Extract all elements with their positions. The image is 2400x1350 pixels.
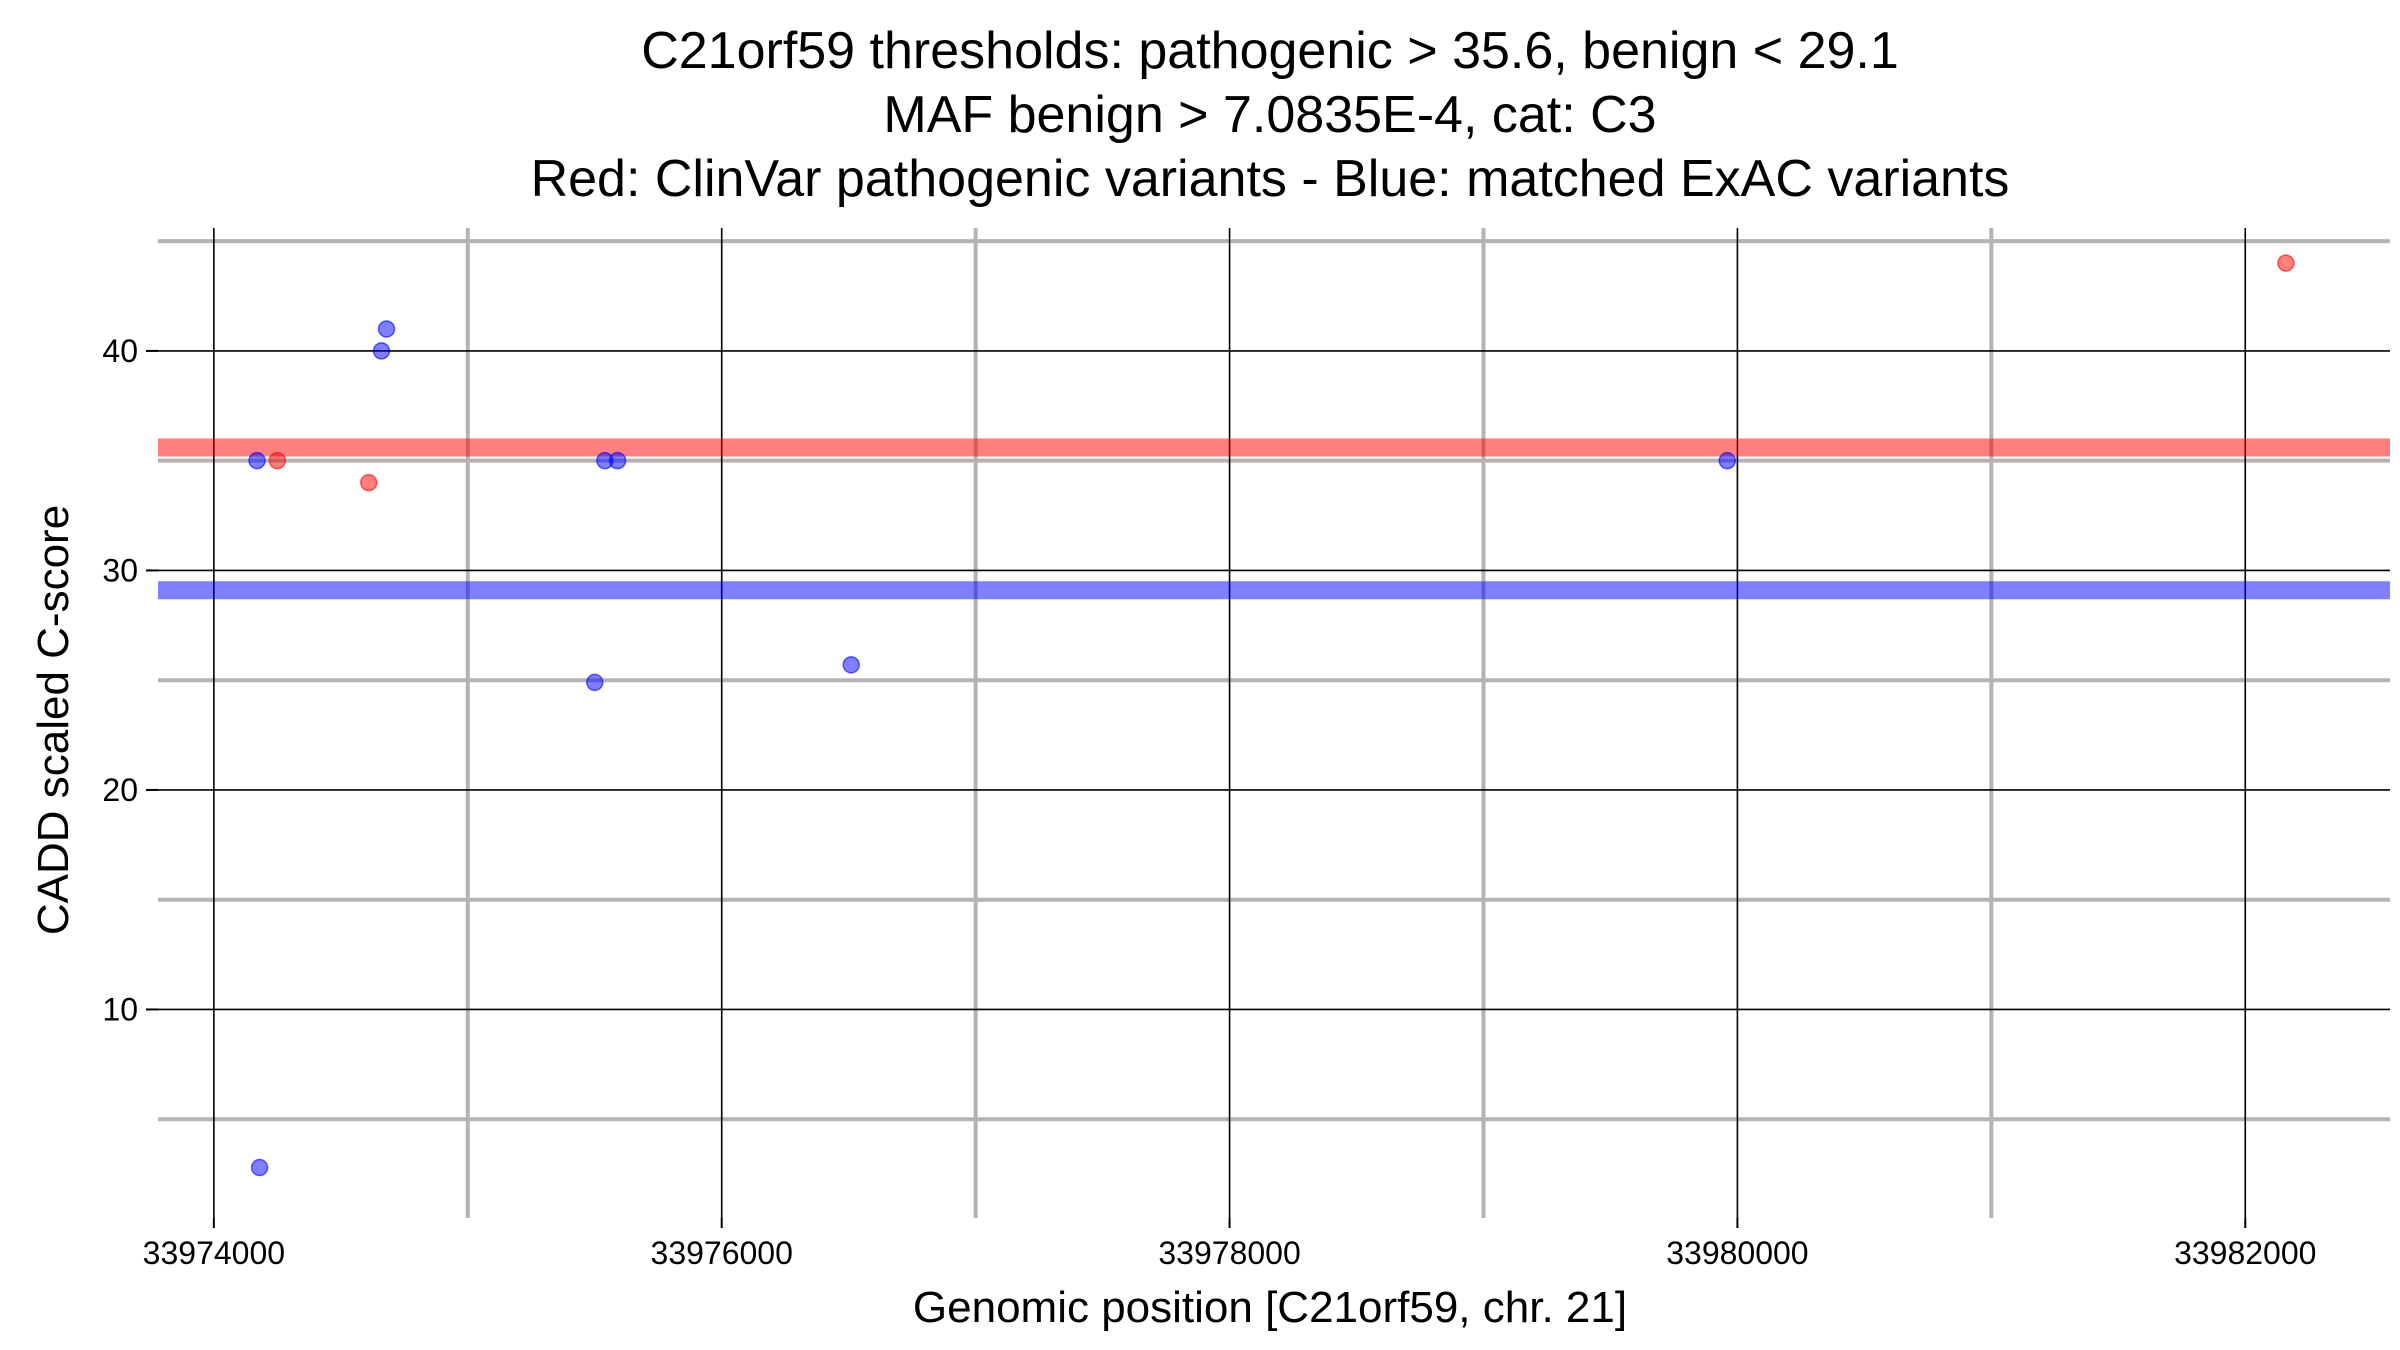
y-axis-label: CADD scaled C-score bbox=[29, 505, 78, 935]
clinvar-point bbox=[268, 451, 287, 470]
exac-point bbox=[842, 656, 860, 674]
axis-ticks: 33974000 33976000 33978000 33980000 33982000… bbox=[102, 333, 2316, 1271]
threshold-lines bbox=[158, 438, 2390, 600]
x-tick-label: 33976000 bbox=[651, 1235, 793, 1271]
grid bbox=[158, 228, 2390, 1218]
exac-point bbox=[377, 320, 396, 338]
chart-title-line-3: Red: ClinVar pathogenic variants - Blue:… bbox=[531, 150, 2010, 208]
data-points bbox=[248, 254, 2295, 1177]
exac-point bbox=[250, 1158, 269, 1177]
x-axis-label: Genomic position [C21orf59, chr. 21] bbox=[913, 1283, 1627, 1332]
x-tick-label: 33980000 bbox=[1666, 1235, 1808, 1271]
exac-point bbox=[1718, 451, 1737, 470]
exac-point bbox=[608, 451, 627, 470]
y-tick-label: 10 bbox=[102, 991, 138, 1027]
clinvar-point bbox=[360, 473, 378, 492]
x-tick-label: 33974000 bbox=[143, 1235, 285, 1271]
y-tick-label: 40 bbox=[102, 333, 138, 369]
y-tick-label: 20 bbox=[102, 772, 138, 808]
x-tick-label: 33978000 bbox=[1158, 1235, 1300, 1271]
y-tick-label: 30 bbox=[102, 552, 138, 588]
x-tick-label: 33982000 bbox=[2174, 1235, 2316, 1271]
exac-point bbox=[586, 673, 604, 692]
exac-point bbox=[372, 342, 391, 360]
clinvar-point bbox=[2277, 254, 2295, 272]
chart-title-line-2: MAF benign > 7.0835E-4, cat: C3 bbox=[883, 86, 1656, 144]
exac-point bbox=[248, 451, 266, 470]
chart-title-line-1: C21orf59 thresholds: pathogenic > 35.6, … bbox=[641, 22, 1899, 80]
